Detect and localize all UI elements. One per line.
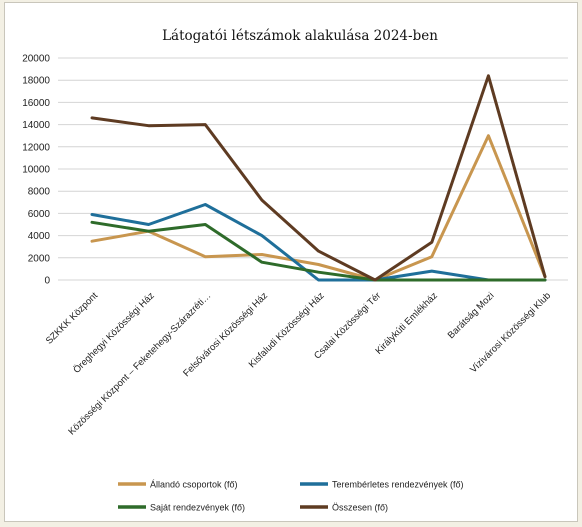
data-point	[430, 278, 433, 282]
data-point	[204, 123, 207, 126]
x-tick-label: Királykúti Emlékház	[373, 290, 440, 357]
y-tick-label: 10000	[22, 165, 50, 176]
legend-label: Saját rendezvények (fő)	[150, 503, 245, 513]
data-point	[204, 255, 207, 258]
data-point	[487, 74, 490, 77]
data-point	[317, 278, 320, 282]
legend: Állandó csoportok (fő) Terembérletes rend…	[118, 480, 464, 513]
y-tick-label: 18000	[22, 76, 50, 87]
y-tick-label: 14000	[22, 120, 50, 131]
data-point	[430, 255, 433, 258]
y-tick-label: 6000	[28, 209, 51, 220]
data-point	[260, 234, 264, 237]
x-tick-label: Barátság Mozi	[446, 290, 497, 341]
chart-frame	[4, 2, 578, 522]
series-lines	[90, 74, 547, 282]
data-point	[147, 223, 150, 226]
data-point	[90, 239, 94, 243]
y-tick-label: 12000	[22, 142, 50, 153]
data-point	[317, 249, 320, 253]
data-point	[543, 275, 547, 278]
series-line-2	[90, 203, 547, 282]
data-point	[430, 269, 433, 273]
y-tick-label: 20000	[22, 54, 50, 65]
data-point	[90, 116, 94, 120]
data-point	[260, 198, 264, 202]
data-point	[90, 221, 94, 224]
y-tick-label: 16000	[22, 98, 50, 109]
data-point	[487, 278, 490, 282]
legend-label: Terembérletes rendezvények (fő)	[332, 480, 464, 490]
data-point	[204, 203, 207, 206]
y-tick-label: 0	[44, 276, 50, 287]
legend-label: Összesen (fő)	[332, 503, 388, 513]
data-point	[260, 253, 264, 256]
data-point	[430, 241, 433, 244]
series-line-1	[90, 134, 547, 282]
data-point	[260, 261, 264, 264]
y-tick-label: 4000	[28, 231, 51, 242]
legend-label: Állandó csoportok (fő)	[150, 480, 238, 490]
data-point	[317, 271, 320, 274]
data-point	[373, 278, 377, 282]
series-line-4	[90, 74, 547, 282]
data-point	[543, 278, 547, 282]
data-point	[317, 263, 320, 266]
data-point	[90, 213, 94, 216]
x-tick-label: SZKKK Központ	[44, 290, 101, 347]
chart-title: Látogatói létszámok alakulása 2024-ben	[162, 28, 438, 44]
y-tick-label: 2000	[28, 253, 51, 264]
data-point	[147, 124, 150, 127]
y-tick-label: 8000	[28, 187, 51, 198]
data-point	[487, 134, 490, 137]
y-axis-ticks: 0 2000 4000 6000 8000 10000 12000 14000 16000 180…	[22, 54, 50, 287]
data-point	[204, 223, 207, 226]
data-point	[147, 229, 150, 233]
